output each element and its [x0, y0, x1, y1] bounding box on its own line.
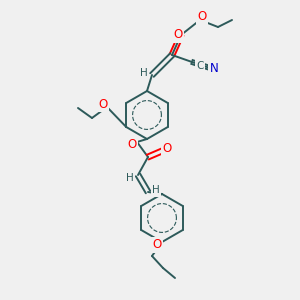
Text: O: O — [197, 11, 207, 23]
Text: O: O — [173, 28, 183, 41]
Text: O: O — [162, 142, 172, 154]
Text: N: N — [210, 62, 218, 76]
Text: H: H — [152, 185, 160, 195]
Text: H: H — [126, 173, 134, 183]
Text: O: O — [128, 139, 136, 152]
Text: O: O — [98, 98, 108, 110]
Text: O: O — [152, 238, 162, 251]
Text: H: H — [140, 68, 148, 78]
Text: C: C — [196, 61, 204, 71]
